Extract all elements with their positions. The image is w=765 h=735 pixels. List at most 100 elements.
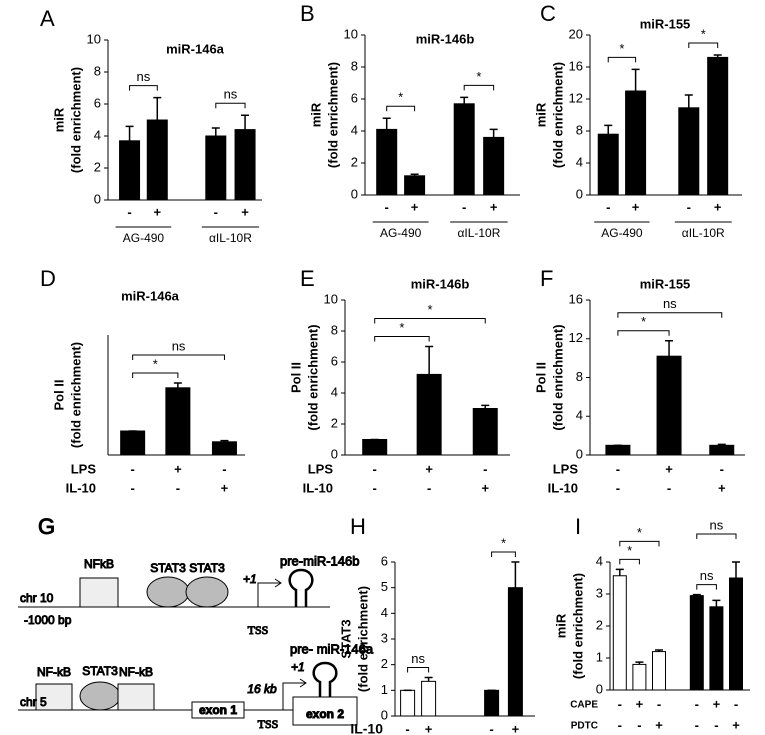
x-tick-label: - (606, 199, 610, 214)
significance-bracket (617, 312, 723, 318)
condition-sign: - (616, 480, 620, 495)
hairpin (312, 661, 338, 697)
y-tick-label: 0 (381, 707, 388, 722)
condition-sign: - (427, 480, 431, 495)
bar (376, 128, 398, 196)
panel-label: D (40, 266, 56, 291)
condition-sign: - (616, 461, 620, 476)
y-tick-label: 4 (576, 154, 583, 169)
bar (416, 373, 442, 456)
y-tick-label: 6 (351, 90, 358, 105)
y-tick-label: 20 (569, 26, 583, 41)
y-axis-label: miR (51, 107, 66, 132)
condition-sign: - (618, 696, 622, 711)
group-label: αIL-10R (682, 226, 725, 240)
condition-label: PDTC (571, 721, 598, 732)
chart-title: miR-146b (416, 31, 475, 46)
bar (709, 444, 735, 456)
y-axis-label: Pol II (51, 379, 66, 410)
significance-bracket (696, 533, 737, 539)
significance-label: * (398, 90, 403, 105)
chromosome-label: chr 5 (20, 695, 47, 709)
chart-title: miR-155 (640, 276, 691, 291)
condition-sign: + (512, 721, 520, 735)
y-axis-label: (fold enrichment) (68, 342, 83, 448)
y-tick-label: 4 (576, 408, 583, 423)
y-tick-label: 4 (596, 553, 603, 568)
y-tick-label: 12 (569, 90, 583, 105)
panel-label: H (350, 514, 366, 539)
significance-bracket (129, 85, 158, 91)
x-tick-label: + (632, 199, 640, 214)
significance-bracket (215, 102, 246, 109)
hairpin (288, 568, 314, 607)
bar (119, 140, 141, 201)
bar (165, 387, 191, 456)
y-axis-label: (fold enrichment) (570, 573, 585, 679)
error-bar (635, 661, 644, 665)
condition-sign: - (720, 461, 724, 476)
significance-bracket (132, 354, 225, 360)
exon-label: exon 2 (306, 707, 344, 721)
y-tick-label: 1 (381, 682, 388, 697)
y-tick-label: 2 (596, 617, 603, 632)
bar (483, 136, 505, 196)
bar (120, 430, 146, 456)
group-label: αIL-10R (209, 231, 252, 245)
error-bar (665, 339, 674, 357)
y-axis-label: (fold enrichment) (305, 324, 320, 430)
condition-label: IL-10 (350, 721, 383, 735)
y-tick-label: 0 (94, 191, 101, 206)
bar (678, 107, 700, 196)
exon-box (191, 701, 245, 719)
chart-title: miR-146a (166, 41, 225, 56)
y-axis-label: (fold enrichment) (325, 62, 340, 168)
site-box (117, 683, 155, 711)
condition-sign: + (221, 480, 229, 495)
group-label: AG-490 (601, 226, 643, 240)
bar (234, 129, 256, 201)
x-tick-label: + (153, 204, 161, 219)
diagram-g: G chr 10 -1000 bp NFkB STAT3 STAT3 +1 pr… (18, 513, 374, 731)
significance-bracket (617, 330, 670, 336)
condition-sign: - (714, 717, 718, 732)
significance-label: ns (224, 87, 238, 102)
y-axis-label: Pol II (288, 362, 303, 393)
x-tick-label: - (462, 199, 466, 214)
condition-sign: - (734, 696, 738, 711)
significance-label: * (501, 535, 506, 550)
condition-sign: + (174, 461, 182, 476)
error-bar (615, 568, 624, 576)
condition-sign: + (481, 480, 489, 495)
significance-bracket (374, 318, 486, 324)
y-tick-label: 10 (324, 291, 338, 306)
group-label: αIL-10R (457, 226, 500, 240)
error-bar (604, 124, 613, 135)
error-bar (717, 443, 726, 446)
condition-label: LPS (71, 461, 97, 476)
mirna-label: pre- miR-146a (290, 641, 374, 656)
tss-label: TSS (258, 717, 279, 731)
condition-label: LPS (308, 461, 334, 476)
significance-label: * (399, 320, 404, 335)
condition-sign: - (222, 461, 226, 476)
tss-label: TSS (248, 623, 269, 637)
condition-sign: + (655, 717, 663, 732)
significance-label: * (619, 41, 624, 56)
condition-sign: - (373, 480, 377, 495)
error-bar (173, 382, 182, 388)
x-tick-label: + (714, 199, 722, 214)
site-label: NF-kB (37, 665, 71, 679)
condition-sign: - (405, 721, 409, 735)
bar (472, 408, 498, 456)
bar (404, 175, 426, 196)
significance-bracket (374, 336, 430, 342)
condition-sign: - (130, 480, 134, 495)
condition-sign: - (667, 480, 671, 495)
bar (484, 689, 500, 717)
significance-bracket (607, 56, 637, 63)
significance-bracket (619, 540, 660, 547)
significance-bracket (386, 105, 416, 112)
significance-label: * (641, 314, 646, 329)
significance-bracket (688, 42, 719, 48)
